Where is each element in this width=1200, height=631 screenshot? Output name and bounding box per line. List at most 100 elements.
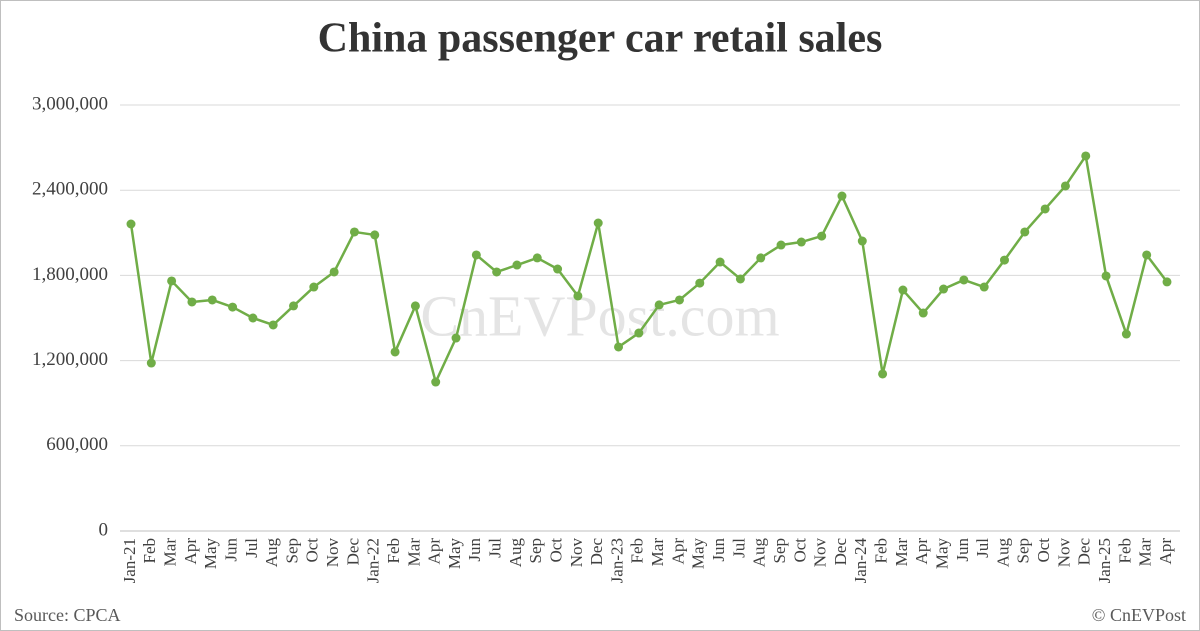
marker	[756, 253, 766, 263]
source: Source: CPCA	[14, 605, 121, 625]
x-tick-label: Nov	[811, 538, 830, 568]
x-tick-label: Aug	[506, 538, 525, 568]
x-tick-label: Dec	[587, 538, 606, 566]
marker	[999, 255, 1009, 265]
x-tick-label: Jan-25	[1095, 538, 1114, 583]
x-tick-label: Feb	[628, 538, 647, 564]
x-tick-label: Oct	[546, 538, 565, 563]
marker	[126, 219, 136, 229]
marker	[1020, 227, 1030, 237]
y-tick-label: 2,400,000	[32, 179, 108, 200]
x-tick-label: Jul	[242, 538, 261, 558]
marker	[451, 333, 461, 343]
marker	[207, 295, 217, 305]
marker	[918, 308, 928, 318]
x-tick-label: Dec	[1075, 538, 1094, 566]
y-tick-label: 1,200,000	[32, 349, 108, 370]
x-tick-label: Dec	[343, 538, 362, 566]
marker	[1081, 151, 1091, 161]
marker	[1060, 181, 1070, 191]
x-tick-label: Oct	[790, 538, 809, 563]
marker	[654, 300, 664, 310]
x-tick-label: Jan-21	[120, 538, 139, 583]
marker	[715, 257, 725, 267]
marker	[410, 301, 420, 311]
marker	[167, 276, 177, 286]
y-tick-label: 0	[99, 519, 109, 540]
x-tick-label: May	[932, 538, 951, 570]
marker	[979, 282, 989, 292]
marker	[390, 347, 400, 357]
credit: © CnEVPost	[1092, 605, 1186, 625]
marker	[837, 191, 847, 201]
x-tick-label: Jul	[486, 538, 505, 558]
marker	[735, 274, 745, 284]
marker	[1121, 329, 1131, 339]
marker	[878, 369, 888, 379]
line	[129, 154, 1168, 384]
x-tick-label: Aug	[262, 538, 281, 568]
watermark: CnEVPost.com	[420, 283, 779, 348]
x-tick-label: Mar	[161, 538, 180, 567]
x-tick-label: Jun	[221, 538, 240, 562]
marker	[349, 227, 359, 237]
marker	[1101, 271, 1111, 281]
x-tick-label: Jun	[953, 538, 972, 562]
marker	[146, 358, 156, 368]
x-tick-label: Feb	[1115, 538, 1134, 564]
x-tick-label: Sep	[770, 538, 789, 564]
marker	[1040, 204, 1050, 214]
marker	[370, 230, 380, 240]
x-tick-label: Nov	[323, 538, 342, 568]
x-tick-label: Mar	[1136, 538, 1155, 567]
x-tick-label: Feb	[140, 538, 159, 564]
x-tick-label: Jan-23	[607, 538, 626, 583]
x-tick-label: Mar	[648, 538, 667, 567]
marker	[614, 342, 624, 352]
x-tick-label: Jun	[465, 538, 484, 562]
marker	[553, 264, 563, 274]
marker	[228, 302, 238, 312]
marker	[898, 285, 908, 295]
x-tick-label: Oct	[1034, 538, 1053, 563]
marker	[817, 231, 827, 241]
x-tick-label: Apr	[1156, 538, 1175, 565]
x-tick-label: Jul	[729, 538, 748, 558]
marker	[431, 377, 441, 387]
marker	[329, 267, 339, 277]
x-tick-label: Oct	[303, 538, 322, 563]
x-tick-label: Sep	[526, 538, 545, 564]
x-tick-label: May	[445, 538, 464, 570]
x-tick-label: Apr	[181, 538, 200, 565]
x-tick-label: Mar	[404, 538, 423, 567]
x-tick-label: Jan-22	[364, 538, 383, 583]
x-tick-label: Nov	[1054, 538, 1073, 568]
marker	[593, 218, 603, 228]
marker	[1142, 250, 1152, 260]
marker	[309, 282, 319, 292]
marker	[857, 236, 867, 246]
marker	[796, 237, 806, 247]
x-tick-label: Apr	[912, 538, 931, 565]
marker	[634, 328, 644, 338]
x-tick-label: May	[201, 538, 220, 570]
y-tick-label: 1,800,000	[32, 264, 108, 285]
marker	[492, 267, 502, 277]
marker	[248, 313, 258, 323]
x-tick-label: Sep	[1014, 538, 1033, 564]
x-tick-label: Aug	[750, 538, 769, 568]
x-tick-label: Sep	[282, 538, 301, 564]
marker	[959, 275, 969, 285]
x-tick-label: Mar	[892, 538, 911, 567]
x-tick-label: Dec	[831, 538, 850, 566]
x-tick-label: Feb	[872, 538, 891, 564]
y-tick-label: 600,000	[46, 434, 108, 455]
x-tick-label: Apr	[425, 538, 444, 565]
x-tick-label: May	[689, 538, 708, 570]
x-tick-label: Jan-24	[851, 538, 870, 584]
x-tick-label: Nov	[567, 538, 586, 568]
x-tick-label: Feb	[384, 538, 403, 564]
x-tick-label: Jun	[709, 538, 728, 562]
marker	[532, 253, 542, 263]
